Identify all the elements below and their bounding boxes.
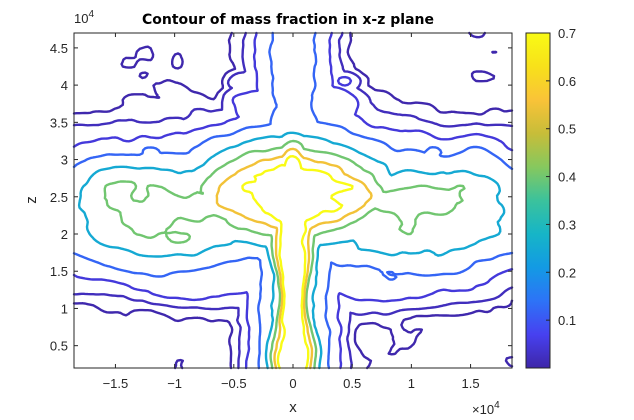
colorbar-tick-label: 0.5 (558, 122, 576, 137)
x-tick-label: 1.5 (462, 376, 480, 391)
x-tick-label: 1 (408, 376, 415, 391)
chart-title: Contour of mass fraction in x-z plane (142, 12, 434, 28)
colorbar-tick-label: 0.7 (558, 26, 576, 41)
colorbar-tick-label: 0.4 (558, 170, 576, 185)
y-tick-label: 1 (61, 301, 68, 316)
colorbar-tick-label: 0.1 (558, 313, 576, 328)
x-axis-label: x (289, 399, 297, 416)
x-tick-label: −1.5 (103, 376, 129, 391)
x-tick-label: −1 (167, 376, 182, 391)
x-tick-label: −0.5 (221, 376, 247, 391)
colorbar-tick-label: 0.6 (558, 74, 576, 89)
x-tick-label: 0.5 (343, 376, 361, 391)
y-tick-label: 1.5 (50, 264, 68, 279)
y-tick-label: 4.5 (50, 41, 68, 56)
y-tick-label: 4 (61, 78, 68, 93)
colorbar-tick-label: 0.3 (558, 217, 576, 232)
y-axis-label: z (23, 196, 40, 204)
y-tick-label: 2 (61, 227, 68, 242)
colorbar-tick-label: 0.2 (558, 265, 576, 280)
y-tick-label: 0.5 (50, 339, 68, 354)
y-tick-label: 3.5 (50, 115, 68, 130)
x-tick-label: 0 (289, 376, 296, 391)
y-tick-label: 3 (61, 153, 68, 168)
y-tick-label: 2.5 (50, 190, 68, 205)
colorbar (526, 33, 550, 368)
